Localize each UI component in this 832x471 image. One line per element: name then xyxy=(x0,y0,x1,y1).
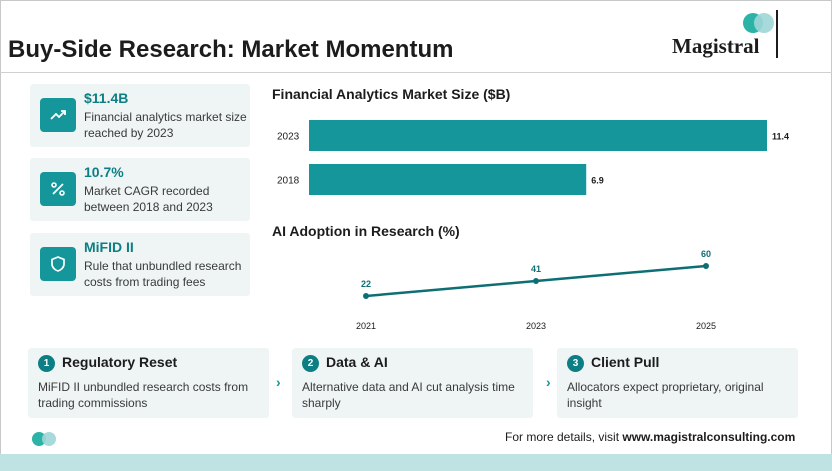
line-chart-title: AI Adoption in Research (%) xyxy=(272,223,460,239)
logo-text: Magistral xyxy=(672,34,760,58)
step-desc: Alternative data and AI cut analysis tim… xyxy=(302,380,515,410)
stat-value: $11.4B xyxy=(84,90,129,106)
page-title: Buy-Side Research: Market Momentum xyxy=(8,36,454,63)
point-value-label: 41 xyxy=(531,264,541,274)
trend-up-icon xyxy=(40,98,76,132)
step-title: Client Pull xyxy=(591,354,660,370)
logo-circles-icon xyxy=(743,13,774,33)
bar xyxy=(309,164,587,195)
step-card-regulatory: 1 Regulatory Reset MiFID II unbundled re… xyxy=(28,348,269,418)
footer-link[interactable]: www.magistralconsulting.com xyxy=(622,430,796,444)
magistral-logo: Magistral xyxy=(672,10,782,60)
bar xyxy=(309,120,767,151)
ai-adoption-line-chart: 22 2021 41 2023 60 2025 xyxy=(356,249,716,331)
stat-value: 10.7% xyxy=(84,164,124,180)
x-tick-label: 2021 xyxy=(356,321,376,331)
stat-desc: Financial analytics market size reached … xyxy=(84,110,247,140)
point-value-label: 60 xyxy=(701,249,711,259)
chevron-right-icon: › xyxy=(276,374,281,390)
data-point xyxy=(703,263,709,269)
stat-desc: Market CAGR recorded between 2018 and 20… xyxy=(84,184,213,214)
step-card-data-ai: 2 Data & AI Alternative data and AI cut … xyxy=(292,348,533,418)
footer-logo-icon xyxy=(32,432,56,446)
chevron-right-icon: › xyxy=(546,374,551,390)
data-point xyxy=(363,293,369,299)
step-number: 3 xyxy=(567,355,584,372)
step-desc: Allocators expect proprietary, original … xyxy=(567,380,764,410)
stat-desc: Rule that unbundled research costs from … xyxy=(84,259,242,289)
x-tick-label: 2025 xyxy=(696,321,716,331)
bar-chart-title: Financial Analytics Market Size ($B) xyxy=(272,86,511,102)
footer-text: For more details, visit www.magistralcon… xyxy=(505,430,795,444)
stat-card-mifid: MiFID II Rule that unbundled research co… xyxy=(30,233,250,296)
bar-category-label: 2023 xyxy=(277,132,300,143)
bar-category-label: 2018 xyxy=(277,176,300,187)
market-size-bar-chart: 2023 11.4 2018 6.9 xyxy=(277,120,789,195)
step-card-client-pull: 3 Client Pull Allocators expect propriet… xyxy=(557,348,798,418)
point-value-label: 22 xyxy=(361,279,371,289)
x-tick-label: 2023 xyxy=(526,321,546,331)
data-point xyxy=(533,278,539,284)
step-number: 2 xyxy=(302,355,319,372)
step-title: Regulatory Reset xyxy=(62,354,178,370)
stat-card-market-size: $11.4B Financial analytics market size r… xyxy=(30,84,250,147)
footer-strip xyxy=(0,454,832,471)
step-title: Data & AI xyxy=(326,354,388,370)
step-number: 1 xyxy=(38,355,55,372)
logo-bar xyxy=(776,10,778,58)
bar-value-label: 6.9 xyxy=(591,176,604,186)
percent-icon xyxy=(40,172,76,206)
title-divider xyxy=(0,72,832,73)
shield-icon xyxy=(40,247,76,281)
stat-value: MiFID II xyxy=(84,239,134,255)
stat-card-cagr: 10.7% Market CAGR recorded between 2018 … xyxy=(30,158,250,221)
bar-value-label: 11.4 xyxy=(772,132,789,142)
footer-prefix: For more details, visit xyxy=(505,430,623,444)
step-desc: MiFID II unbundled research costs from t… xyxy=(38,380,249,410)
